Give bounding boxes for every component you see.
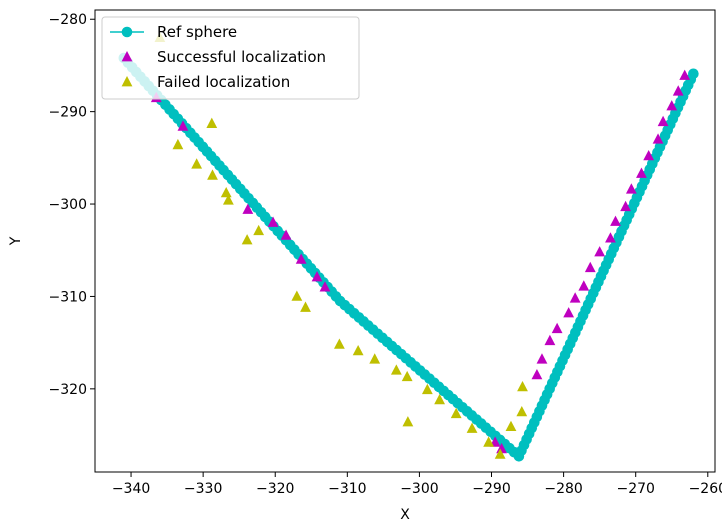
y-tick-label: −290 xyxy=(49,105,87,121)
legend-box xyxy=(101,16,360,100)
legend-entry: Ref sphere xyxy=(110,23,237,41)
y-tick-label: −280 xyxy=(49,12,87,28)
localization-point xyxy=(584,261,596,273)
localization-point xyxy=(620,200,632,212)
localization-point xyxy=(311,271,323,282)
localization-point xyxy=(434,393,446,405)
localization-point xyxy=(636,167,647,178)
localization-point xyxy=(177,120,189,131)
y-tick-label: −300 xyxy=(49,197,87,213)
legend: Ref sphere Successful localization Failed … xyxy=(101,16,360,100)
localization-point xyxy=(333,338,345,349)
localization-point xyxy=(594,246,606,257)
localization-point xyxy=(625,183,637,194)
legend-label: Ref sphere xyxy=(157,23,237,41)
localization-point xyxy=(551,322,563,334)
plot-frame xyxy=(94,9,716,473)
localization-point xyxy=(643,149,655,161)
localization-point xyxy=(253,224,265,236)
localization-point xyxy=(369,353,381,364)
localization-point xyxy=(610,215,621,226)
y-tick-label: −320 xyxy=(49,382,87,398)
localization-point xyxy=(517,380,528,392)
ref-sphere-point xyxy=(688,68,699,80)
localization-point xyxy=(280,229,292,240)
localization-point xyxy=(295,253,307,264)
localization-point xyxy=(300,301,311,312)
localization-point xyxy=(569,292,581,303)
localization-point xyxy=(666,100,678,111)
x-tick-label: −310 xyxy=(328,481,366,497)
localization-point xyxy=(652,133,664,144)
localization-point xyxy=(536,353,548,364)
legend-label: Failed localization xyxy=(157,73,290,91)
x-tick-label: −280 xyxy=(544,481,582,497)
localization-point xyxy=(222,194,234,205)
localization-point xyxy=(402,416,414,427)
x-tick-label: −320 xyxy=(256,481,294,497)
localization-point xyxy=(390,364,402,375)
x-tick-label: −300 xyxy=(400,481,438,497)
localization-point xyxy=(544,334,556,346)
localization-point xyxy=(531,368,543,380)
localization-point xyxy=(352,344,364,356)
legend-marker xyxy=(121,26,133,38)
localization-point xyxy=(516,405,528,417)
localization-point xyxy=(657,115,669,127)
localization-point xyxy=(496,442,508,454)
localization-point xyxy=(242,203,254,214)
x-axis-title: X xyxy=(400,507,410,523)
localization-point xyxy=(291,290,303,301)
x-tick-label: −340 xyxy=(112,481,150,497)
x-tick-label: −330 xyxy=(184,481,222,497)
localization-point xyxy=(206,117,218,128)
legend-entry: Successful localization xyxy=(121,48,326,66)
legend-label: Successful localization xyxy=(157,48,326,66)
x-tick-label: −260 xyxy=(689,481,722,497)
localization-point xyxy=(578,280,590,291)
localization-point xyxy=(267,216,279,227)
localization-point xyxy=(191,158,203,169)
localization-point xyxy=(172,138,184,150)
y-axis-title: Y xyxy=(8,236,24,246)
x-tick-label: −270 xyxy=(616,481,654,497)
legend-marker xyxy=(121,51,133,62)
localization-point xyxy=(505,420,517,432)
localization-point xyxy=(605,232,616,243)
y-tick-label: −310 xyxy=(49,289,87,305)
y-axis: −280 −290 −300 −310 −320 xyxy=(49,12,95,398)
localization-point xyxy=(207,169,218,180)
localization-point xyxy=(672,85,684,96)
localization-point xyxy=(563,307,575,318)
x-tick-label: −290 xyxy=(472,481,510,497)
localization-point xyxy=(679,69,691,80)
localization-point xyxy=(466,422,478,433)
localization-point xyxy=(450,407,462,419)
legend-marker xyxy=(121,76,133,87)
localization-point xyxy=(421,383,433,395)
localization-point xyxy=(319,281,331,292)
localization-point xyxy=(220,186,232,198)
x-axis: −340 −330 −320 −310 −300 −290 −280 −270 −260 xyxy=(112,472,722,497)
localization-point xyxy=(401,370,413,382)
localization-point xyxy=(483,436,495,447)
legend-entry: Failed localization xyxy=(121,73,290,91)
localization-point xyxy=(494,448,506,459)
localization-point xyxy=(241,234,253,245)
